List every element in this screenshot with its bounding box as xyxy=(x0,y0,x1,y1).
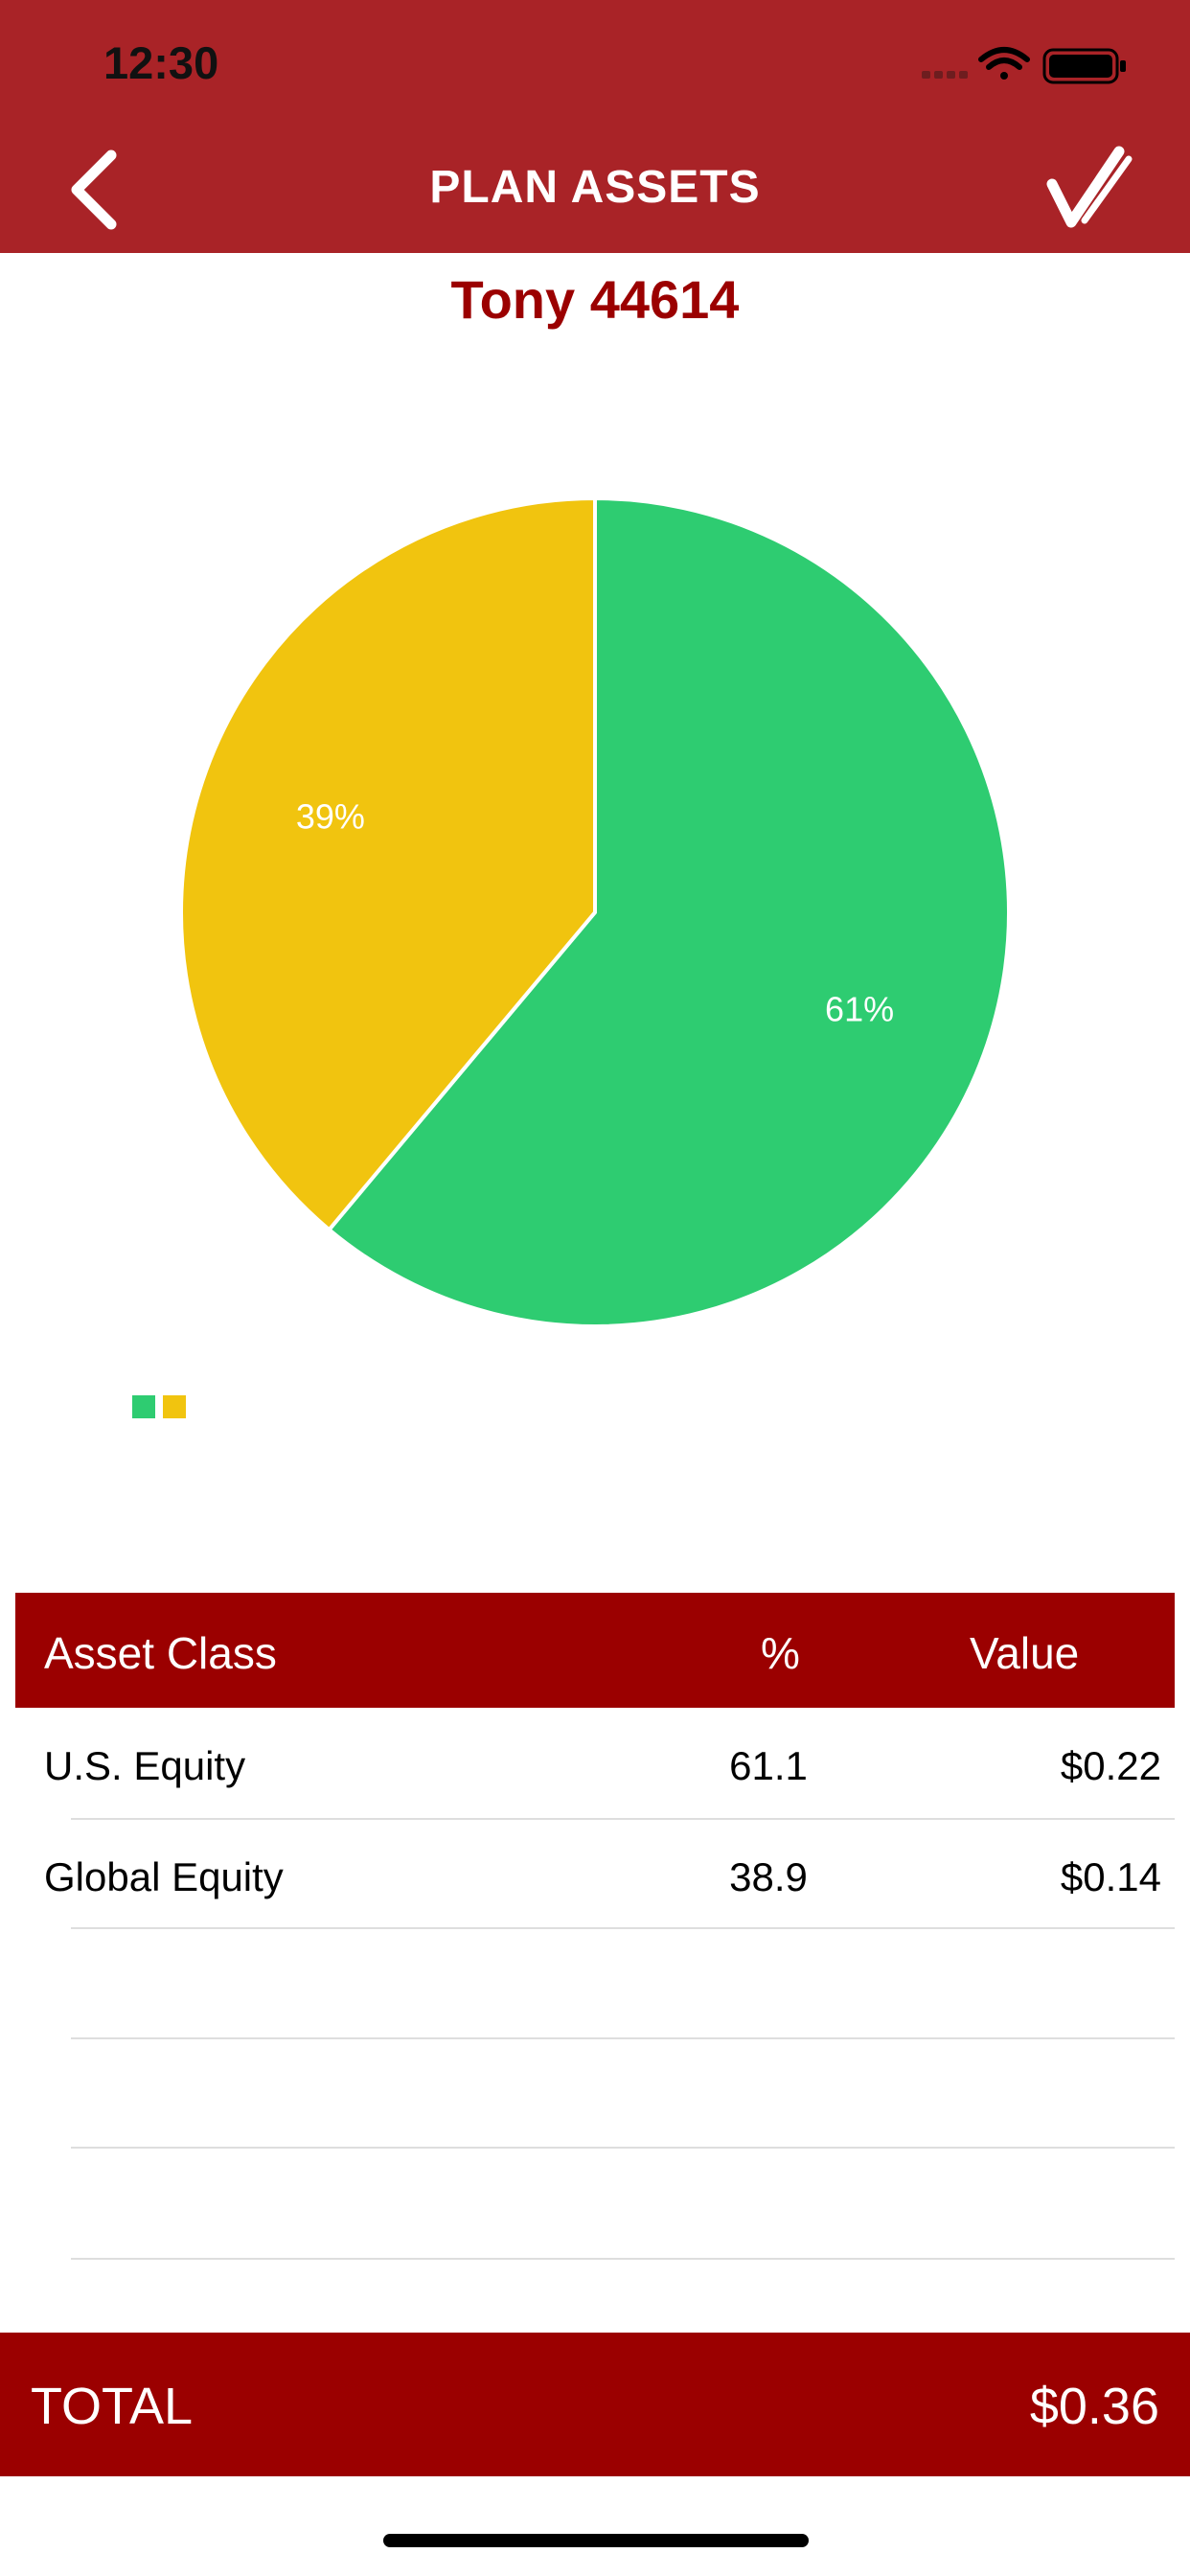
plan-name: Tony 44614 xyxy=(450,269,740,330)
row-divider xyxy=(71,2037,1175,2039)
header-asset-class: Asset Class xyxy=(44,1628,277,1678)
row-divider xyxy=(71,2147,1175,2149)
row-percent: 38.9 xyxy=(729,1854,808,1899)
pie-slice-2[interactable] xyxy=(179,495,597,1232)
nav-header: 12:30 PLAN ASSETS xyxy=(0,0,1190,253)
row-asset-class: Global Equity xyxy=(44,1854,284,1899)
battery-icon xyxy=(1042,48,1126,84)
header-value: Value xyxy=(970,1628,1080,1678)
double-check-icon xyxy=(1046,146,1133,228)
asset-pie-chart: 61% 39% xyxy=(179,495,1011,1328)
table-header: Asset Class % Value xyxy=(15,1593,1175,1708)
confirm-button[interactable] xyxy=(1046,146,1134,230)
wifi-icon xyxy=(978,47,1030,80)
total-bar: TOTAL $0.36 xyxy=(0,2333,1190,2476)
table-row[interactable]: Global Equity 38.9 $0.14 xyxy=(0,1820,1175,1929)
status-icons xyxy=(922,47,1126,84)
pie-slice-1[interactable] xyxy=(326,495,1011,1328)
chart-legend xyxy=(132,1395,194,1423)
legend-swatch xyxy=(132,1395,155,1418)
chevron-left-icon xyxy=(71,150,117,230)
status-time: 12:30 xyxy=(103,37,219,88)
home-indicator[interactable] xyxy=(383,2534,809,2547)
row-asset-class: U.S. Equity xyxy=(44,1743,246,1788)
pie-slice-label: 39% xyxy=(296,797,365,837)
row-divider xyxy=(71,1818,1175,1820)
total-value: $0.36 xyxy=(1029,2378,1159,2435)
table-row[interactable]: U.S. Equity 61.1 $0.22 xyxy=(0,1709,1175,1818)
row-value: $0.14 xyxy=(1060,1854,1161,1899)
total-label: TOTAL xyxy=(31,2378,194,2435)
signal-icon xyxy=(922,71,968,79)
row-percent: 61.1 xyxy=(729,1743,808,1788)
row-divider xyxy=(71,2258,1175,2260)
back-button[interactable] xyxy=(59,144,136,236)
legend-swatch xyxy=(163,1395,186,1418)
pie-slice-label: 61% xyxy=(825,989,894,1028)
row-value: $0.22 xyxy=(1060,1743,1161,1788)
header-percent: % xyxy=(761,1628,800,1678)
page-title: PLAN ASSETS xyxy=(429,162,761,213)
row-divider xyxy=(71,1927,1175,1929)
